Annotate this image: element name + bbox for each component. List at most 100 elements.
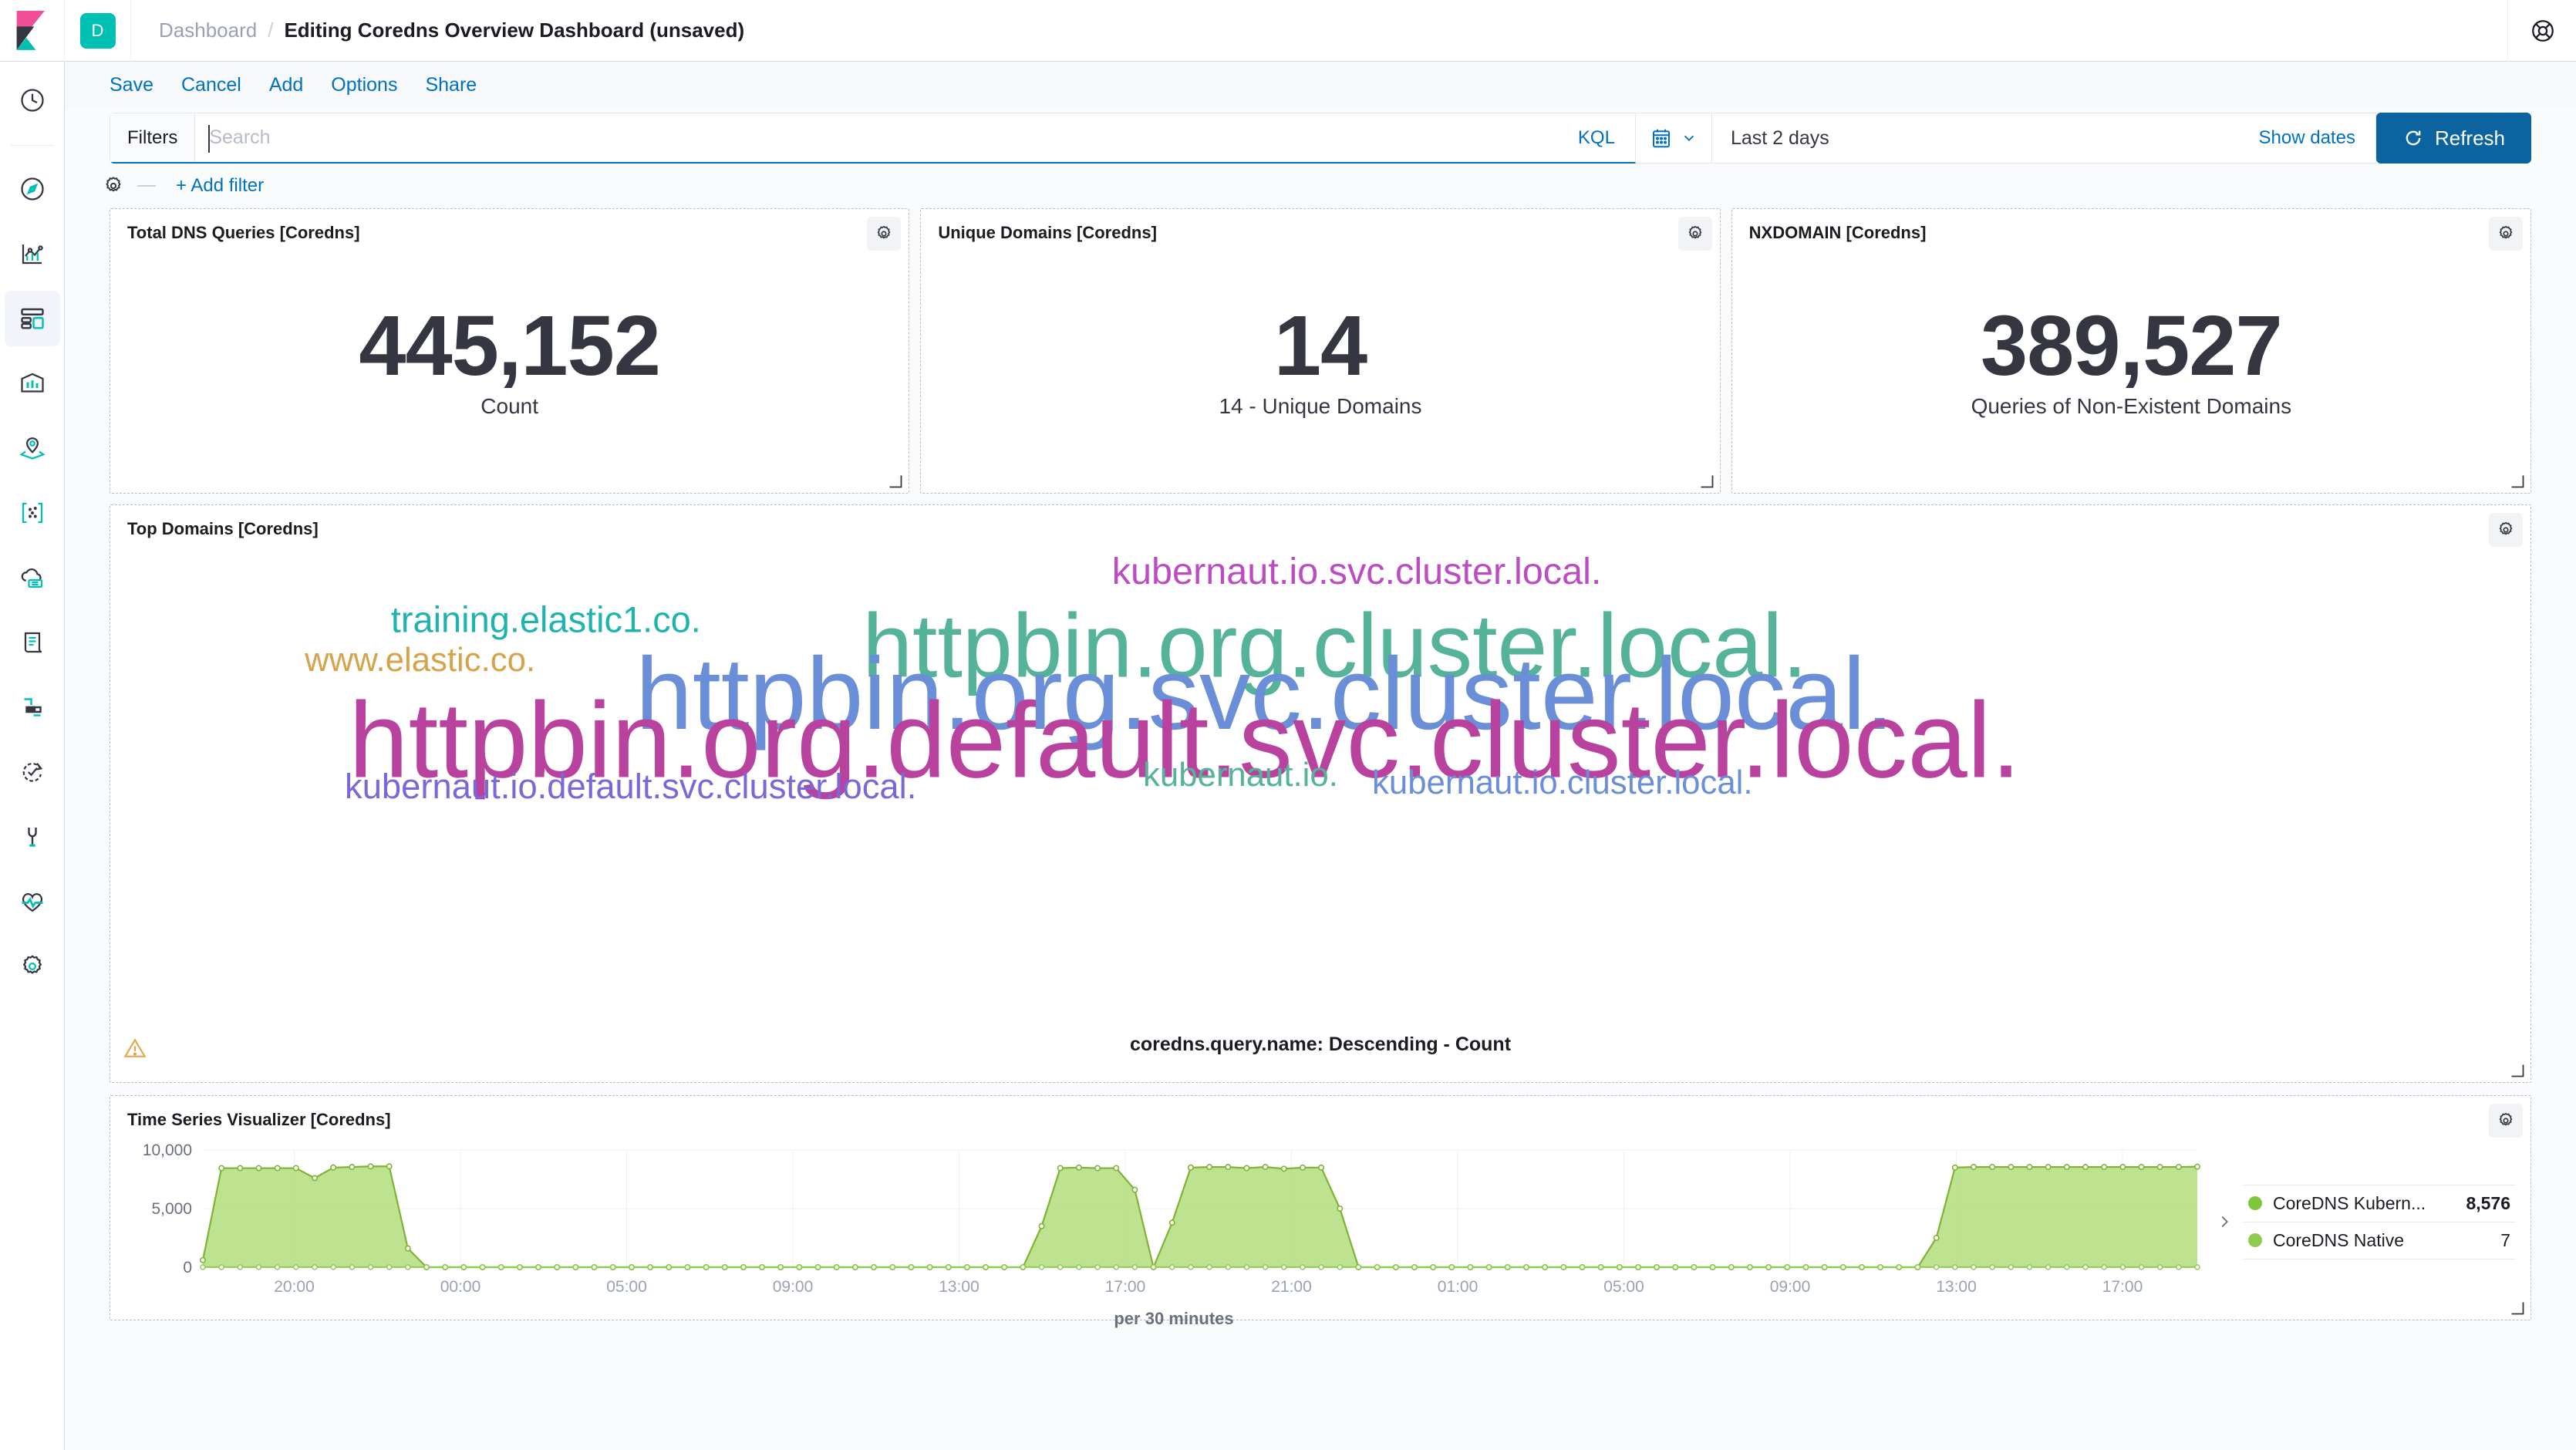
sidebar-item-recent[interactable] — [5, 72, 60, 128]
breadcrumb-dashboard[interactable]: Dashboard — [159, 19, 258, 42]
quick-select-button[interactable] — [1636, 113, 1712, 163]
sidebar-item-machine-learning[interactable] — [5, 485, 60, 541]
series-point-native — [871, 1264, 877, 1270]
panel-top-domains[interactable]: Top Domains [Coredns] kubernaut.io.svc.c… — [110, 504, 2531, 1083]
series-point-native — [2045, 1264, 2052, 1270]
panel-resize-handle[interactable] — [2510, 1301, 2524, 1315]
share-button[interactable]: Share — [425, 73, 477, 96]
panel-total-dns-queries[interactable]: Total DNS Queries [Coredns] 445,152 Coun… — [110, 208, 910, 494]
panel-options-gear-icon[interactable] — [867, 217, 902, 251]
tag-cloud-word[interactable]: kubernaut.io.svc.cluster.local. — [1111, 550, 1602, 592]
series-point-native — [609, 1264, 616, 1270]
panel-nxdomain[interactable]: NXDOMAIN [Coredns] 389,527 Queries of No… — [1731, 208, 2531, 494]
tag-cloud-word[interactable]: httpbin.org.svc.cluster.local. — [636, 636, 1894, 751]
date-range-display[interactable]: Last 2 days — [1730, 126, 1829, 149]
tag-cloud-word[interactable]: www.elastic.co. — [305, 640, 536, 679]
kql-language-button[interactable]: KQL — [1577, 126, 1615, 148]
query-input-group: Filters KQL — [110, 113, 1636, 164]
tag-cloud-word[interactable]: httpbin.org.cluster.local. — [862, 595, 1808, 696]
series-point — [2119, 1164, 2126, 1171]
sidebar-item-dev-tools[interactable] — [5, 809, 60, 865]
series-point-native — [1579, 1264, 1586, 1270]
save-button[interactable]: Save — [110, 73, 153, 96]
sidebar-item-apm[interactable] — [5, 679, 60, 735]
series-point-native — [1393, 1264, 1399, 1270]
query-bar: Filters KQL — [65, 108, 2576, 164]
series-point-native — [1784, 1264, 1791, 1270]
options-button[interactable]: Options — [331, 73, 398, 96]
filters-button[interactable]: Filters — [110, 113, 196, 162]
series-point — [2063, 1164, 2070, 1171]
panel-unique-domains[interactable]: Unique Domains [Coredns] 14 14 - Unique … — [920, 208, 1721, 494]
kibana-logo-cell[interactable] — [0, 0, 65, 62]
sidebar-item-discover[interactable] — [5, 161, 60, 217]
sidebar-item-maps[interactable] — [5, 420, 60, 476]
add-button[interactable]: Add — [268, 73, 304, 96]
sidebar-item-uptime[interactable] — [5, 744, 60, 800]
space-badge-cell[interactable]: D — [65, 0, 131, 62]
sidebar-item-infrastructure[interactable] — [5, 550, 60, 605]
add-filter-button[interactable]: + Add filter — [176, 175, 265, 196]
panel-options-gear-icon[interactable] — [2489, 1104, 2523, 1138]
series-point — [274, 1165, 281, 1172]
tag-cloud-axis-label: coredns.query.name: Descending - Count — [1129, 1034, 1512, 1055]
series-point-native — [1840, 1264, 1846, 1270]
refresh-button[interactable]: Refresh — [2375, 113, 2531, 164]
series-point — [2008, 1164, 2015, 1171]
series-point-native — [1374, 1264, 1381, 1270]
legend-row[interactable]: CoreDNS Native 7 — [2244, 1222, 2515, 1259]
panel-title: Total DNS Queries [Coredns] — [127, 223, 360, 242]
series-point-native — [1467, 1264, 1474, 1270]
time-series-chart[interactable]: 0 5,000 10,000 20:00 00:00 05:00 09:00 13:00 17:… — [126, 1136, 2207, 1307]
sidebar-item-logs[interactable] — [5, 615, 60, 670]
management-gear-icon — [22, 955, 42, 974]
series-point — [1113, 1165, 1120, 1172]
panel-resize-handle[interactable] — [888, 474, 902, 488]
tag-cloud-word[interactable]: kubernaut.io.default.svc.cluster.local. — [345, 767, 917, 807]
series-point — [386, 1163, 393, 1170]
series-point-native — [1430, 1264, 1436, 1270]
series-point-native — [405, 1264, 411, 1270]
chevron-right-icon[interactable] — [2216, 1212, 2233, 1232]
sidebar-item-visualize[interactable] — [5, 226, 60, 282]
series-point-native — [386, 1264, 393, 1270]
filter-settings-gear-icon[interactable] — [102, 174, 125, 197]
series-point-native — [517, 1264, 523, 1270]
space-badge[interactable]: D — [79, 12, 116, 49]
panel-options-gear-icon[interactable] — [2488, 217, 2523, 251]
sidebar-item-canvas[interactable] — [5, 356, 60, 411]
sidebar-item-monitoring[interactable] — [5, 874, 60, 929]
panel-options-gear-icon[interactable] — [2489, 513, 2523, 547]
help-lifebuoy-icon[interactable] — [2530, 18, 2556, 44]
metric-value: 14 — [1273, 298, 1367, 394]
series-point — [1933, 1235, 1940, 1242]
series-point-native — [833, 1264, 840, 1270]
sidebar-item-dashboard[interactable] — [4, 291, 60, 346]
cancel-button[interactable]: Cancel — [180, 73, 241, 96]
series-point — [1262, 1164, 1269, 1171]
tag-cloud-word[interactable]: kubernaut.io. — [1143, 755, 1338, 794]
tag-cloud-word[interactable]: httpbin.org.default.svc.cluster.local. — [349, 679, 2021, 801]
series-point-native — [497, 1264, 504, 1270]
sidebar-item-management[interactable] — [5, 939, 60, 994]
series-point — [1075, 1164, 1082, 1171]
panel-resize-handle[interactable] — [2510, 474, 2524, 488]
series-point-native — [1262, 1264, 1269, 1270]
metric-label: 14 - Unique Domains — [1219, 393, 1422, 418]
tag-cloud-word[interactable]: training.elastic1.co. — [390, 599, 701, 640]
legend-row[interactable]: CoreDNS Kubern... 8,576 — [2244, 1185, 2515, 1222]
panel-title: NXDOMAIN [Coredns] — [1748, 223, 1927, 242]
series-point-native — [1691, 1264, 1698, 1270]
dashboard-panels: Total DNS Queries [Coredns] 445,152 Coun… — [65, 197, 2576, 1328]
series-point-native — [777, 1264, 784, 1270]
panel-time-series-visualizer[interactable]: Time Series Visualizer [Coredns] 0 5,000 1… — [110, 1095, 2531, 1328]
x-axis-tick-label: 17:00 — [1105, 1278, 1146, 1296]
warning-triangle-icon[interactable] — [123, 1036, 147, 1061]
show-dates-button[interactable]: Show dates — [2258, 127, 2355, 148]
series-point-native — [1654, 1264, 1660, 1270]
tag-cloud-word[interactable]: kubernaut.io.cluster.local. — [1372, 763, 1753, 801]
panel-resize-handle[interactable] — [2510, 1064, 2524, 1077]
search-input[interactable] — [209, 126, 1544, 149]
panel-resize-handle[interactable] — [1700, 474, 1714, 488]
panel-options-gear-icon[interactable] — [1677, 217, 1712, 251]
